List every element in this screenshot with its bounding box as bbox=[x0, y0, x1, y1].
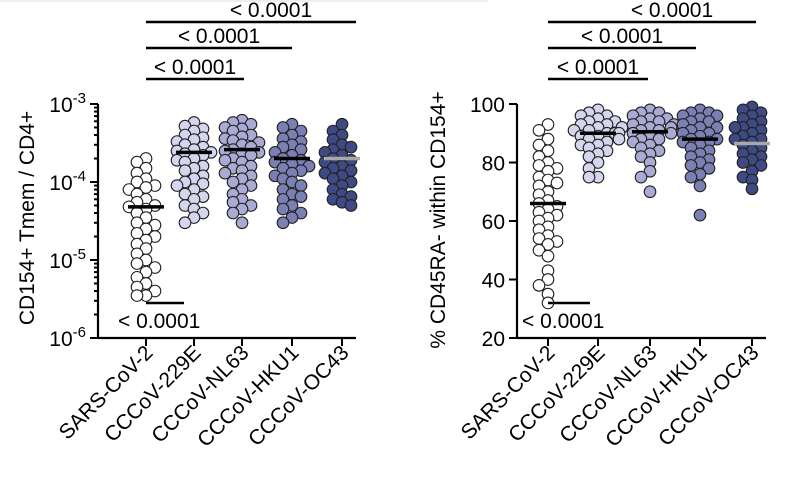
data-point bbox=[170, 179, 184, 192]
significance-label: < 0.0001 bbox=[557, 56, 639, 79]
data-point bbox=[643, 164, 657, 178]
data-point bbox=[344, 140, 358, 154]
data-point bbox=[745, 182, 759, 196]
data-point bbox=[693, 208, 707, 222]
data-point bbox=[754, 159, 768, 172]
y-axis-title: CD154+ Tmem / CD4+ bbox=[16, 111, 39, 325]
significance-label: < 0.0001 bbox=[522, 310, 604, 333]
y-tick-label: 100 bbox=[470, 94, 505, 117]
y-tick-label: 10-5 bbox=[49, 246, 86, 273]
category-labels: SARS-CoV-2CCCoV-229ECCCoV-NL63CCCoV-HKU1… bbox=[457, 341, 764, 451]
y-tick-label-base: 10 bbox=[49, 250, 72, 273]
y-tick-label-base: 10 bbox=[49, 328, 72, 351]
data-point bbox=[276, 202, 290, 216]
y-tick-label: 10-4 bbox=[49, 168, 86, 195]
data-point bbox=[702, 162, 716, 175]
chart-panel-cd45ra-negative: % CD45RA- within CD154+ 20 40 60 80 100 SARS… bbox=[427, 0, 770, 452]
y-tick-label-base: 10 bbox=[49, 94, 72, 117]
median-lines bbox=[128, 147, 360, 209]
y-tick-label: 10-3 bbox=[49, 90, 86, 117]
significance-label: < 0.0001 bbox=[631, 0, 713, 22]
data-point bbox=[196, 177, 210, 191]
data-point bbox=[693, 179, 707, 193]
significance-label: < 0.0001 bbox=[581, 25, 663, 48]
data-point bbox=[218, 153, 232, 167]
category-labels: SARS-CoV-2CCCoV-229ECCCoV-NL63CCCoV-HKU1… bbox=[55, 341, 354, 451]
data-point bbox=[582, 170, 596, 184]
y-axis-title: % CD45RA- within CD154+ bbox=[427, 91, 450, 348]
y-ticks: 20 40 60 80 100 bbox=[470, 94, 517, 351]
data-point bbox=[643, 185, 657, 199]
data-point bbox=[218, 166, 232, 180]
data-point bbox=[532, 123, 546, 137]
data-point bbox=[612, 132, 626, 146]
data-point bbox=[541, 118, 555, 131]
data-point bbox=[634, 170, 648, 184]
data-point bbox=[591, 156, 605, 169]
data-point bbox=[178, 164, 192, 177]
data-point bbox=[634, 150, 648, 163]
axes bbox=[515, 104, 766, 346]
data-point bbox=[178, 216, 192, 230]
significance-label: < 0.0001 bbox=[178, 25, 260, 48]
y-ticks: 10-610-510-410-3 bbox=[49, 90, 98, 351]
y-tick-label-exponent: -5 bbox=[73, 246, 86, 263]
y-tick-label-exponent: -6 bbox=[73, 324, 86, 341]
y-tick-label-base: 10 bbox=[49, 172, 72, 195]
y-tick-label: 60 bbox=[482, 211, 505, 234]
data-point bbox=[276, 216, 290, 230]
data-point bbox=[294, 190, 308, 203]
data-point bbox=[226, 206, 240, 220]
y-tick-label: 20 bbox=[482, 328, 505, 351]
significance-label: < 0.0001 bbox=[154, 56, 236, 79]
significance-brackets: < 0.0001 < 0.0001 < 0.0001 < 0.0001 bbox=[118, 0, 356, 333]
y-tick-label: 10-6 bbox=[49, 324, 86, 351]
significance-label: < 0.0001 bbox=[230, 0, 312, 22]
y-tick-label: 80 bbox=[482, 153, 505, 176]
data-point bbox=[344, 199, 358, 212]
data-point bbox=[736, 156, 750, 169]
axes bbox=[96, 104, 356, 346]
y-tick-label-exponent: -4 bbox=[73, 168, 86, 185]
median-lines bbox=[530, 130, 770, 206]
data-point bbox=[294, 179, 308, 192]
data-points bbox=[532, 100, 768, 310]
data-point bbox=[684, 159, 698, 172]
data-point bbox=[130, 289, 144, 302]
y-tick-label: 40 bbox=[482, 270, 505, 293]
chart-panel-tmem-frequency: CD154+ Tmem / CD4+ 10-610-510-410-3 SARS… bbox=[16, 0, 360, 452]
data-point bbox=[541, 249, 555, 263]
data-point bbox=[235, 216, 249, 230]
data-point bbox=[532, 279, 546, 292]
significance-label: < 0.0001 bbox=[118, 310, 200, 333]
data-point bbox=[130, 257, 144, 270]
data-point bbox=[541, 273, 555, 286]
data-point bbox=[532, 243, 546, 257]
data-point bbox=[550, 176, 564, 190]
y-tick-label-exponent: -3 bbox=[73, 90, 86, 107]
data-point bbox=[684, 170, 698, 184]
significance-brackets: < 0.0001 < 0.0001 < 0.0001 < 0.0001 bbox=[522, 0, 756, 333]
